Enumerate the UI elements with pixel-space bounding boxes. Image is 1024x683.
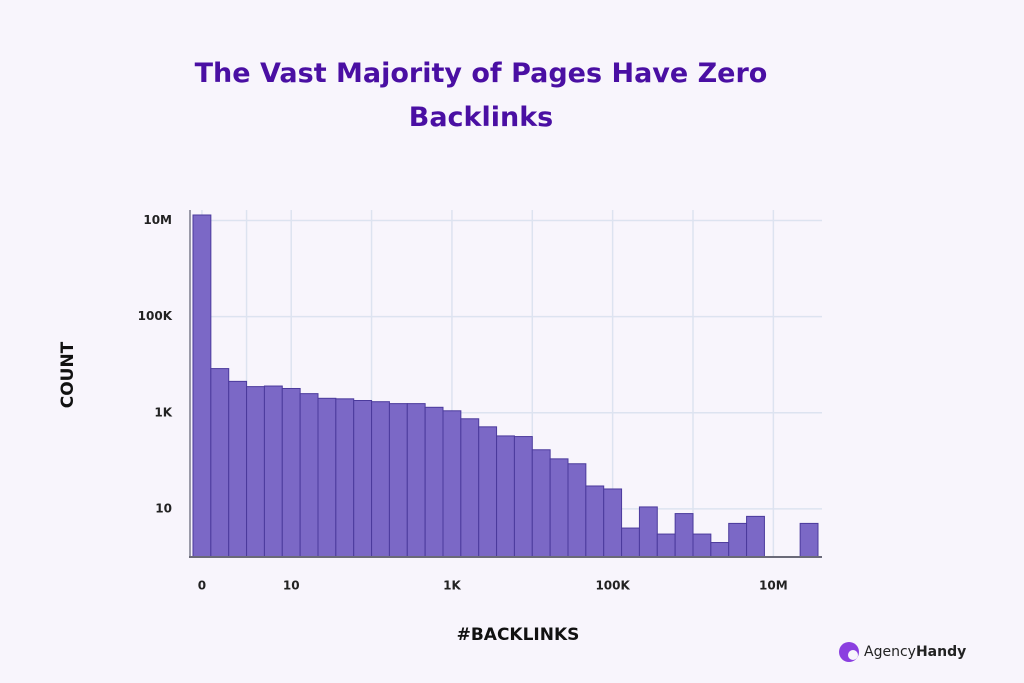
x-axis-label: #BACKLINKS [457,625,580,645]
logo: AgencyHandy [839,642,966,662]
bar [728,522,748,558]
x-tick-label: 10 [283,579,300,593]
bar [674,513,694,558]
bar [603,488,623,558]
bar [388,403,408,558]
bar [299,393,319,558]
chart-title: The Vast Majority of Pages Have Zero Bac… [194,58,768,133]
x-tick-label: 10M [759,579,788,593]
bar [263,385,283,558]
bar [746,515,765,558]
bar [621,527,640,558]
bar [513,436,533,558]
bar [192,214,212,558]
bar [710,542,730,558]
x-tick-label: 0 [198,579,206,593]
bar [406,403,426,558]
bar [460,418,480,558]
bar [496,435,515,558]
bar [281,387,301,558]
y-tick-label: 1K [154,405,172,419]
bar [478,426,498,558]
bar [549,458,569,558]
y-tick-label: 100K [138,309,173,323]
bar [335,398,355,558]
bar [567,463,587,558]
bar [585,485,605,558]
y-tick-label: 10 [155,501,172,515]
x-tick-label: 100K [595,579,630,593]
bar [692,533,712,558]
bar [656,533,676,558]
bar [317,397,337,558]
logo-icon [848,650,858,660]
bar [371,401,390,558]
logo-text: Handy [916,644,966,660]
bar [228,380,248,558]
bar [246,386,265,558]
bar [442,410,462,558]
logo-text: AgencyHandy [864,644,966,660]
x-tick-label: 1K [443,579,461,593]
bar [799,522,819,558]
y-axis-label: COUNT [58,341,78,408]
bar [424,406,444,558]
bar [531,449,551,558]
bar [210,368,230,558]
bar [638,506,658,558]
y-tick-label: 10M [143,213,172,227]
bar [353,400,373,558]
logo-text: Agency [864,644,916,660]
